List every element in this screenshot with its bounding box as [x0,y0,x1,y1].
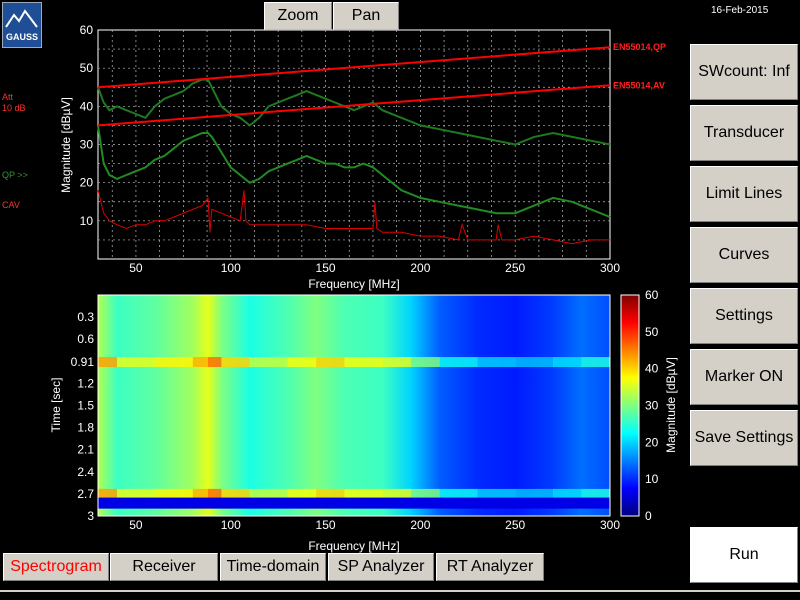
qp-limit-line [97,46,611,89]
heatmap-xtick: 150 [316,518,336,532]
line-chart-ylabel: Magnitude [dBµV] [59,97,73,193]
settings-button[interactable]: Settings [690,288,798,344]
heatmap-ytick: 3 [87,509,94,523]
cav-label: CAV [2,200,20,210]
heatmap-ytick: 2.1 [77,443,94,457]
line-chart-ytick: 60 [80,23,94,37]
line-chart-ytick: 40 [80,99,94,113]
swcount-button[interactable]: SWcount: Inf [690,44,798,100]
tab-spectrogram[interactable]: Spectrogram [3,553,109,581]
av-limit-line [97,84,611,127]
pan-button[interactable]: Pan [333,2,399,30]
heatmap-ytick: 0.91 [71,355,95,369]
heatmap-area [98,295,610,516]
logo-text: GAUSS [5,32,38,42]
curves-button[interactable]: Curves [690,227,798,283]
transducer-button[interactable]: Transducer [690,105,798,161]
heatmap-bright-row [98,357,611,368]
line-chart-xtick: 250 [505,261,525,275]
att-label: Att [2,92,14,102]
line-chart-xtick: 50 [129,261,143,275]
heatmap-ytick: 1.5 [77,399,94,413]
av-limit-annotation: EN55014,AV [613,80,665,90]
spectrum-line-chart[interactable]: 50 100 150 200 250 300 10 20 30 40 50 60 EN55014,QP… [0,0,690,300]
heatmap-ytick: 0.3 [77,310,94,324]
limit-lines-button[interactable]: Limit Lines [690,166,798,222]
date-display: 16-Feb-2015 [711,5,769,16]
colorbar [620,294,640,517]
heatmap-xtick: 200 [410,518,430,532]
qp-label: QP >> [2,170,28,180]
av-trace-line [97,125,611,218]
qp-trace-line [97,78,611,146]
mountain-logo-icon [5,9,38,28]
line-chart-xtick: 300 [600,261,620,275]
colorbar-tick: 50 [645,325,659,339]
run-button[interactable]: Run [690,527,798,583]
colorbar-tick: 20 [645,435,659,449]
tab-receiver[interactable]: Receiver [110,553,218,581]
colorbar-tick: 40 [645,362,659,376]
heatmap-ytick: 1.8 [77,421,94,435]
qp-limit-annotation: EN55014,QP [613,42,666,52]
heatmap-ytick: 0.6 [77,332,94,346]
heatmap-ytick: 2.7 [77,487,94,501]
colorbar-tick: 10 [645,472,659,486]
heatmap-ytick: 2.4 [77,465,94,479]
colorbar-tick: 30 [645,399,659,413]
gauss-logo: GAUSS [2,2,42,48]
heatmap-xlabel: Frequency [MHz] [308,539,399,553]
line-chart-ytick: 50 [80,61,94,75]
line-chart-xtick: 100 [221,261,241,275]
line-chart-ytick: 30 [80,138,94,152]
heatmap-xtick: 300 [600,518,620,532]
line-chart-xtick: 150 [316,261,336,275]
status-divider [0,590,800,592]
colorbar-tick: 0 [645,509,652,523]
tab-sp-analyzer[interactable]: SP Analyzer [328,553,434,581]
tab-time-domain[interactable]: Time-domain [220,553,326,581]
heatmap-border [97,294,611,517]
heatmap-ylabel: Time [sec] [49,378,63,433]
save-settings-button[interactable]: Save Settings [690,410,798,466]
heatmap-ytick: 1.2 [77,376,94,390]
line-chart-xlabel: Frequency [MHz] [308,277,399,291]
line-chart-ytick: 20 [80,176,94,190]
line-chart-xtick: 200 [410,261,430,275]
heatmap-xtick: 50 [129,518,143,532]
heatmap-xtick: 100 [221,518,241,532]
colorbar-tick: 60 [645,290,659,302]
heatmap-bright-row [98,488,611,499]
line-chart-ytick: 10 [80,214,94,228]
heatmap-dark-band [98,497,610,509]
cav-trace-line [97,190,610,245]
tab-rt-analyzer[interactable]: RT Analyzer [436,553,544,581]
marker-button[interactable]: Marker ON [690,349,798,405]
zoom-button[interactable]: Zoom [264,2,332,30]
colorbar-label: Magnitude [dBµV] [664,357,678,453]
heatmap-xtick: 250 [505,518,525,532]
att-value: 10 dB [2,103,26,113]
